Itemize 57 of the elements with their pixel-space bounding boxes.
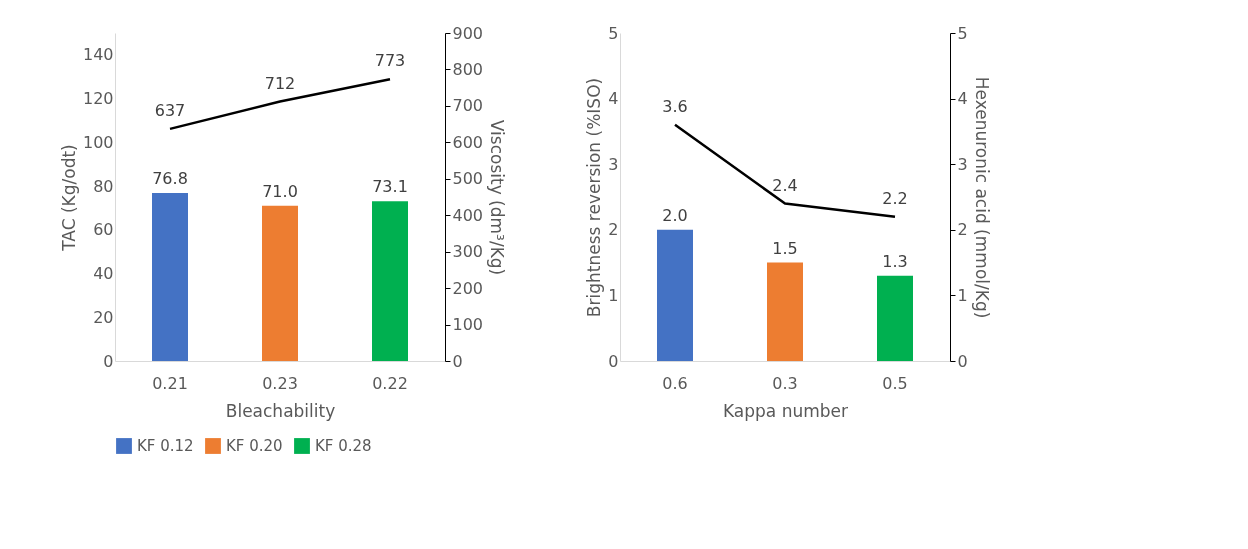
- y-tick-label: 1: [608, 285, 619, 305]
- y2-tick-label: 500: [452, 169, 484, 189]
- data-label: 2.0: [662, 205, 688, 225]
- y2-axis-title: Viscosity (dm³/Kg): [487, 119, 508, 276]
- data-label: 1.5: [772, 238, 798, 258]
- y-tick-label: 20: [93, 307, 114, 327]
- data-label: 1.3: [882, 251, 908, 271]
- data-label: 712: [264, 73, 296, 93]
- y2-axis-title: Hexenuronic acid (mmol/Kg): [971, 76, 992, 319]
- y-tick-label: 4: [608, 89, 619, 109]
- y-tick-label: 3: [608, 154, 619, 174]
- data-label: 76.8: [152, 169, 188, 189]
- legend-label: KF 0.20: [226, 437, 283, 455]
- y-tick-label: 60: [93, 220, 114, 240]
- y2-tick-label: 1: [957, 285, 968, 305]
- y2-tick-label: 0: [452, 351, 463, 371]
- y-axis-title: Brightness reversion (%ISO): [584, 77, 605, 318]
- y-tick-label: 120: [82, 89, 114, 109]
- y-tick-label: 100: [82, 132, 114, 152]
- x-tick-label: 0.21: [152, 373, 188, 393]
- y2-tick-label: 4: [957, 89, 968, 109]
- y-axis-title: TAC (Kg/odt): [58, 144, 79, 252]
- y-tick-label: 140: [82, 45, 114, 65]
- data-label: 637: [154, 100, 186, 120]
- y2-tick-label: 0: [957, 351, 968, 371]
- data-label: 3.6: [662, 96, 688, 116]
- y2-tick-label: 2: [957, 220, 968, 240]
- y-tick-label: 5: [608, 23, 619, 43]
- y2-tick-label: 5: [957, 23, 968, 43]
- y2-tick-label: 200: [452, 278, 484, 298]
- data-label: 73.1: [372, 177, 408, 197]
- y-tick-label: 0: [608, 351, 619, 371]
- y-tick-label: 80: [93, 176, 114, 196]
- data-label: 2.2: [882, 188, 908, 208]
- data-label: 773: [374, 51, 406, 71]
- data-label: 71.0: [262, 181, 298, 201]
- x-tick-label: 0.22: [372, 373, 408, 393]
- y2-tick-label: 600: [452, 132, 484, 152]
- y2-tick-label: 900: [452, 23, 484, 43]
- legend-label: KF 0.12: [137, 437, 194, 455]
- x-tick-label: 0.3: [772, 373, 798, 393]
- x-tick-label: 0.23: [262, 373, 298, 393]
- y2-tick-label: 100: [452, 315, 484, 335]
- y-tick-label: 40: [93, 264, 114, 284]
- y2-tick-label: 3: [957, 154, 968, 174]
- x-axis-title: Kappa number: [722, 400, 849, 421]
- y2-tick-label: 800: [452, 59, 484, 79]
- x-axis-title: Bleachability: [225, 400, 336, 421]
- data-label: 2.4: [772, 175, 798, 195]
- x-tick-label: 0.5: [882, 373, 908, 393]
- legend-label: KF 0.28: [315, 437, 372, 455]
- x-tick-label: 0.6: [662, 373, 688, 393]
- y2-tick-label: 400: [452, 205, 484, 225]
- y2-tick-label: 300: [452, 242, 484, 262]
- y-tick-label: 2: [608, 220, 619, 240]
- y-tick-label: 0: [103, 351, 114, 371]
- y2-tick-label: 700: [452, 96, 484, 116]
